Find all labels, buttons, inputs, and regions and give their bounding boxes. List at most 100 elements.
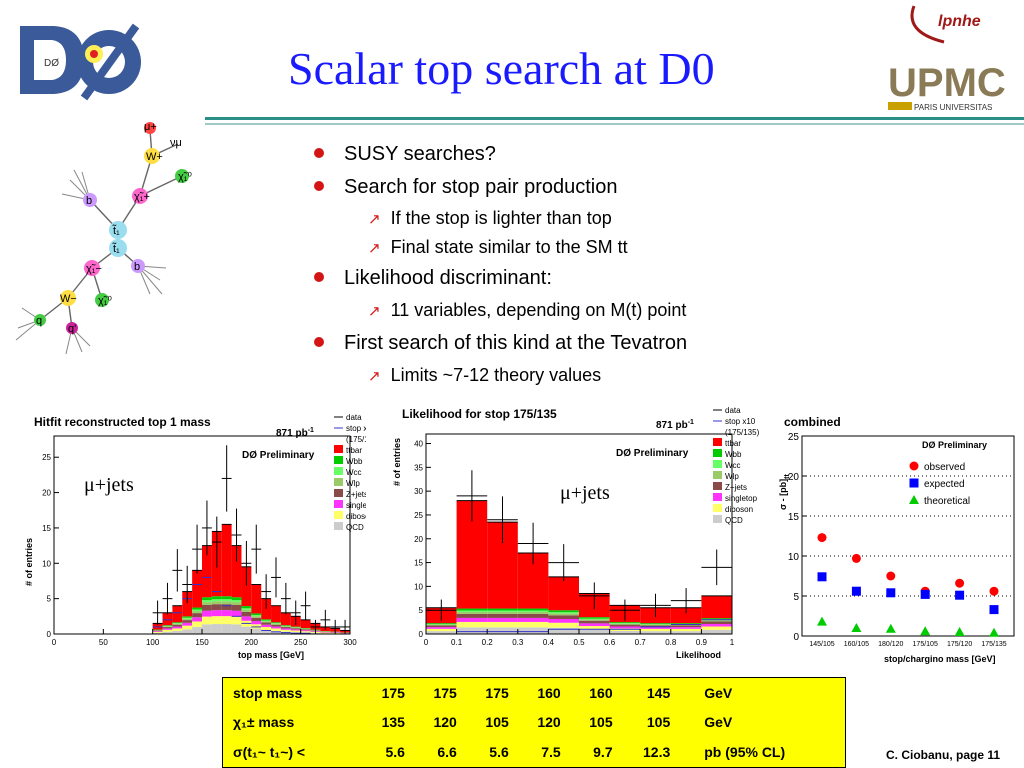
- bar-singletop: [548, 619, 579, 623]
- bar-ttbar: [231, 545, 242, 598]
- y-tick-label: 15: [414, 559, 423, 568]
- bar-zjets: [182, 620, 193, 623]
- bar-wcc: [548, 612, 579, 614]
- bar-singletop: [261, 624, 272, 628]
- bar-wcc: [487, 610, 518, 612]
- legend-swatch: [334, 511, 343, 519]
- chart2-lumi: 871 pb-1: [656, 419, 694, 431]
- bar-wbb: [579, 617, 610, 619]
- upmc-text: UPMC: [888, 61, 1006, 105]
- bar-diboson: [172, 628, 183, 631]
- table-cell: 160: [589, 684, 613, 701]
- table-cell: 5.6: [489, 744, 509, 761]
- legend-swatch: [334, 467, 343, 475]
- decay-diagram: μ+ νμ W+ χ̃₁⁰ b χ̃₁+ t̃₁ t̃₁ b χ̃₁− W− χ…: [10, 118, 210, 358]
- legend-entry: data: [346, 413, 362, 422]
- arrow-icon: ↗: [368, 303, 381, 320]
- bar-wlp: [701, 620, 732, 622]
- arrow-icon: ↗: [368, 240, 381, 257]
- bar-qcd: [202, 624, 212, 634]
- sub-bullet-text: 11 variables, depending on M(t) point: [390, 300, 687, 320]
- x-tick-label: 300: [343, 638, 357, 647]
- bar-diboson: [290, 630, 301, 633]
- node-b-top: b: [86, 195, 92, 207]
- bar-singletop: [300, 630, 311, 632]
- lpnhe-text: lpnhe: [938, 13, 981, 30]
- chart3-ylabel: σ - [pb]tt: [778, 474, 791, 510]
- legend-entry: Wcc: [346, 468, 362, 477]
- bar-qcd: [182, 629, 193, 634]
- legend-entry: diboson: [346, 512, 366, 521]
- y-tick-label: 20: [788, 472, 800, 483]
- bar-qcd: [579, 629, 610, 634]
- bar-zjets: [609, 624, 641, 627]
- bar-zjets: [261, 622, 272, 625]
- bar-singletop: [241, 616, 252, 621]
- bar-wlp: [172, 623, 183, 625]
- node-chi0-top: χ̃₁⁰: [178, 171, 192, 183]
- bar-ttbar: [202, 545, 212, 598]
- bar-diboson: [221, 616, 232, 625]
- table-cell: 160: [537, 684, 561, 701]
- bullet-3: Likelihood discriminant:: [314, 267, 552, 290]
- node-chi-minus: χ̃₁−: [86, 263, 102, 275]
- bar-qcd: [231, 624, 242, 634]
- bar-diboson: [280, 629, 291, 632]
- bar-singletop: [251, 621, 262, 625]
- x-tick-label: 0.3: [512, 638, 524, 647]
- chart1-preliminary: DØ Preliminary: [242, 450, 315, 461]
- bullet-text: SUSY searches?: [344, 143, 496, 165]
- bar-qcd: [426, 631, 457, 634]
- bar-wcc: [426, 623, 457, 625]
- bar-wlp: [162, 626, 173, 628]
- bar-zjets: [280, 627, 291, 629]
- expected-point: [817, 572, 827, 582]
- bar-singletop: [487, 617, 518, 622]
- bar-wlp: [517, 611, 549, 614]
- chart1-title: Hitfit reconstructed top 1 mass: [34, 415, 211, 429]
- chart2-ylabel: # of entries: [392, 438, 402, 486]
- x-tick-label: 0.9: [696, 638, 708, 647]
- bar-singletop: [182, 622, 193, 626]
- bar-wlp: [231, 602, 242, 605]
- bar-wbb: [241, 606, 252, 609]
- bar-wlp: [211, 601, 222, 605]
- bar-wcc: [211, 599, 222, 602]
- bar-diboson: [670, 628, 702, 632]
- bar-singletop: [517, 617, 549, 622]
- legend-swatch: [334, 489, 343, 497]
- legend-entry: Wlp: [346, 479, 360, 488]
- x-tick-label: 0.5: [573, 638, 585, 647]
- bar-wlp: [548, 613, 579, 616]
- bar-wbb: [211, 596, 222, 600]
- row-unit: GeV: [704, 714, 733, 731]
- bar-qcd: [261, 630, 272, 634]
- table-cell: 12.3: [643, 744, 671, 761]
- table-cell: 120: [537, 714, 561, 731]
- bar-ttbar: [251, 584, 262, 614]
- x-tick-label: 150: [195, 638, 209, 647]
- bar-ttbar: [300, 619, 311, 629]
- bar-wbb: [221, 596, 232, 600]
- bar-wcc: [192, 609, 202, 612]
- chart-top-mass: Hitfit reconstructed top 1 mass 871 pb-1…: [10, 408, 381, 666]
- legend-swatch: [713, 515, 722, 523]
- bar-singletop: [231, 610, 242, 617]
- chart1-ylabel: # of entries: [24, 538, 34, 586]
- bar-zjets: [300, 629, 311, 631]
- sub-bullet-2-2: ↗ Final state similar to the SM tt: [368, 237, 628, 258]
- bar-zjets: [211, 604, 222, 611]
- bar-wbb: [701, 618, 732, 620]
- bar-qcd: [192, 627, 202, 634]
- bar-wbb: [456, 608, 488, 611]
- sub-bullet-text: Limits ~7-12 theory values: [390, 365, 602, 385]
- bar-qcd: [271, 630, 281, 634]
- bar-wlp: [261, 621, 272, 623]
- bar-qcd: [241, 626, 252, 634]
- bar-zjets: [251, 617, 262, 622]
- bar-diboson: [231, 616, 242, 625]
- bar-wcc: [261, 620, 272, 622]
- x-tick-label: 0.1: [451, 638, 463, 647]
- x-tick-label: 50: [99, 638, 108, 647]
- legend-swatch: [713, 449, 722, 457]
